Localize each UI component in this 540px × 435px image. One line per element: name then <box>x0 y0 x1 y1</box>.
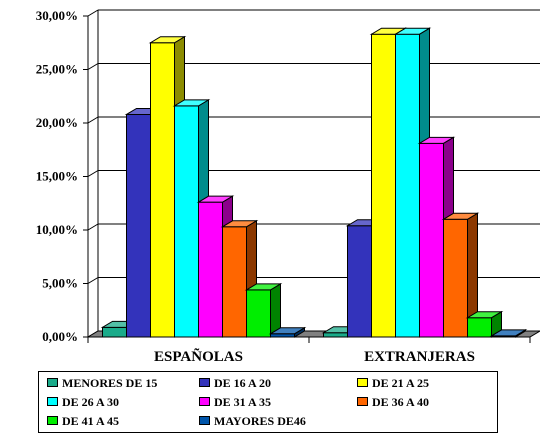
bar-front <box>126 113 151 338</box>
legend-label: DE 41 A 45 <box>62 414 120 428</box>
x-category-label: EXTRANJERAS <box>364 349 475 365</box>
bar-front <box>419 142 444 338</box>
bars-layer <box>86 27 540 338</box>
gridline-side <box>87 116 99 124</box>
bar-top <box>465 311 504 319</box>
legend-swatch <box>199 416 210 425</box>
bar <box>465 310 504 338</box>
legend-label: DE 21 A 25 <box>372 376 430 390</box>
legend-label: MAYORES DE46 <box>214 414 306 428</box>
legend-label: DE 31 A 35 <box>214 395 272 409</box>
y-tick-label: 15,00% <box>36 169 78 184</box>
bar-front <box>246 289 271 338</box>
bar <box>489 329 528 338</box>
bar-front <box>371 33 396 338</box>
bar-front <box>198 201 223 338</box>
legend-swatch <box>47 378 58 387</box>
y-tick-label: 25,00% <box>36 62 78 77</box>
chart-legend: MENORES DE 15 DE 16 A 20 DE 21 A 25 DE 26 A… <box>38 371 498 433</box>
bar-front <box>395 33 420 338</box>
bar-front <box>222 226 247 338</box>
bar-top <box>417 136 456 144</box>
bar-top <box>393 27 432 35</box>
bar-top <box>196 195 235 203</box>
y-tick-label: 0,00% <box>42 329 78 344</box>
gridline-side <box>87 63 99 70</box>
legend-label: MENORES DE 15 <box>62 376 158 390</box>
bar <box>441 212 480 338</box>
bar-top <box>244 283 283 291</box>
legend-swatch <box>47 416 58 425</box>
y-tick-label: 10,00% <box>36 222 78 237</box>
bar-front <box>323 332 348 338</box>
legend-label: DE 36 A 40 <box>372 395 430 409</box>
x-category-label: ESPAÑOLAS <box>154 347 243 365</box>
bar-front <box>174 105 199 338</box>
legend-swatch <box>199 397 210 406</box>
legend-label: DE 26 A 30 <box>62 395 120 409</box>
gridline-side <box>87 223 99 231</box>
y-tick-label: 5,00% <box>42 276 78 291</box>
legend-swatch <box>47 397 58 406</box>
bar-front <box>150 42 175 338</box>
bar-top <box>268 327 307 335</box>
bar <box>268 326 307 338</box>
y-tick-label: 30,00% <box>36 8 78 23</box>
bar-front <box>443 218 468 338</box>
gridline-side <box>87 170 99 177</box>
bar-front <box>102 326 127 338</box>
y-tick-label: 20,00% <box>36 115 78 130</box>
bar-top <box>489 329 528 337</box>
legend-swatch <box>199 378 210 387</box>
bar-top <box>172 99 211 107</box>
bar-top <box>148 36 187 44</box>
gridline-side <box>87 277 99 284</box>
bar-front <box>347 225 372 338</box>
bar-front <box>467 317 492 338</box>
bar-top <box>220 220 259 228</box>
legend-label: DE 16 A 20 <box>214 376 272 390</box>
axes-layer: 0,00% 5,00% 10,00% 15,00% 20,00% 25,00% 30,00%… <box>36 8 531 365</box>
bar-top <box>441 212 480 220</box>
legend-swatch <box>357 378 368 387</box>
legend-swatch <box>357 397 368 406</box>
gridline-side <box>87 9 99 17</box>
bar <box>244 283 283 338</box>
